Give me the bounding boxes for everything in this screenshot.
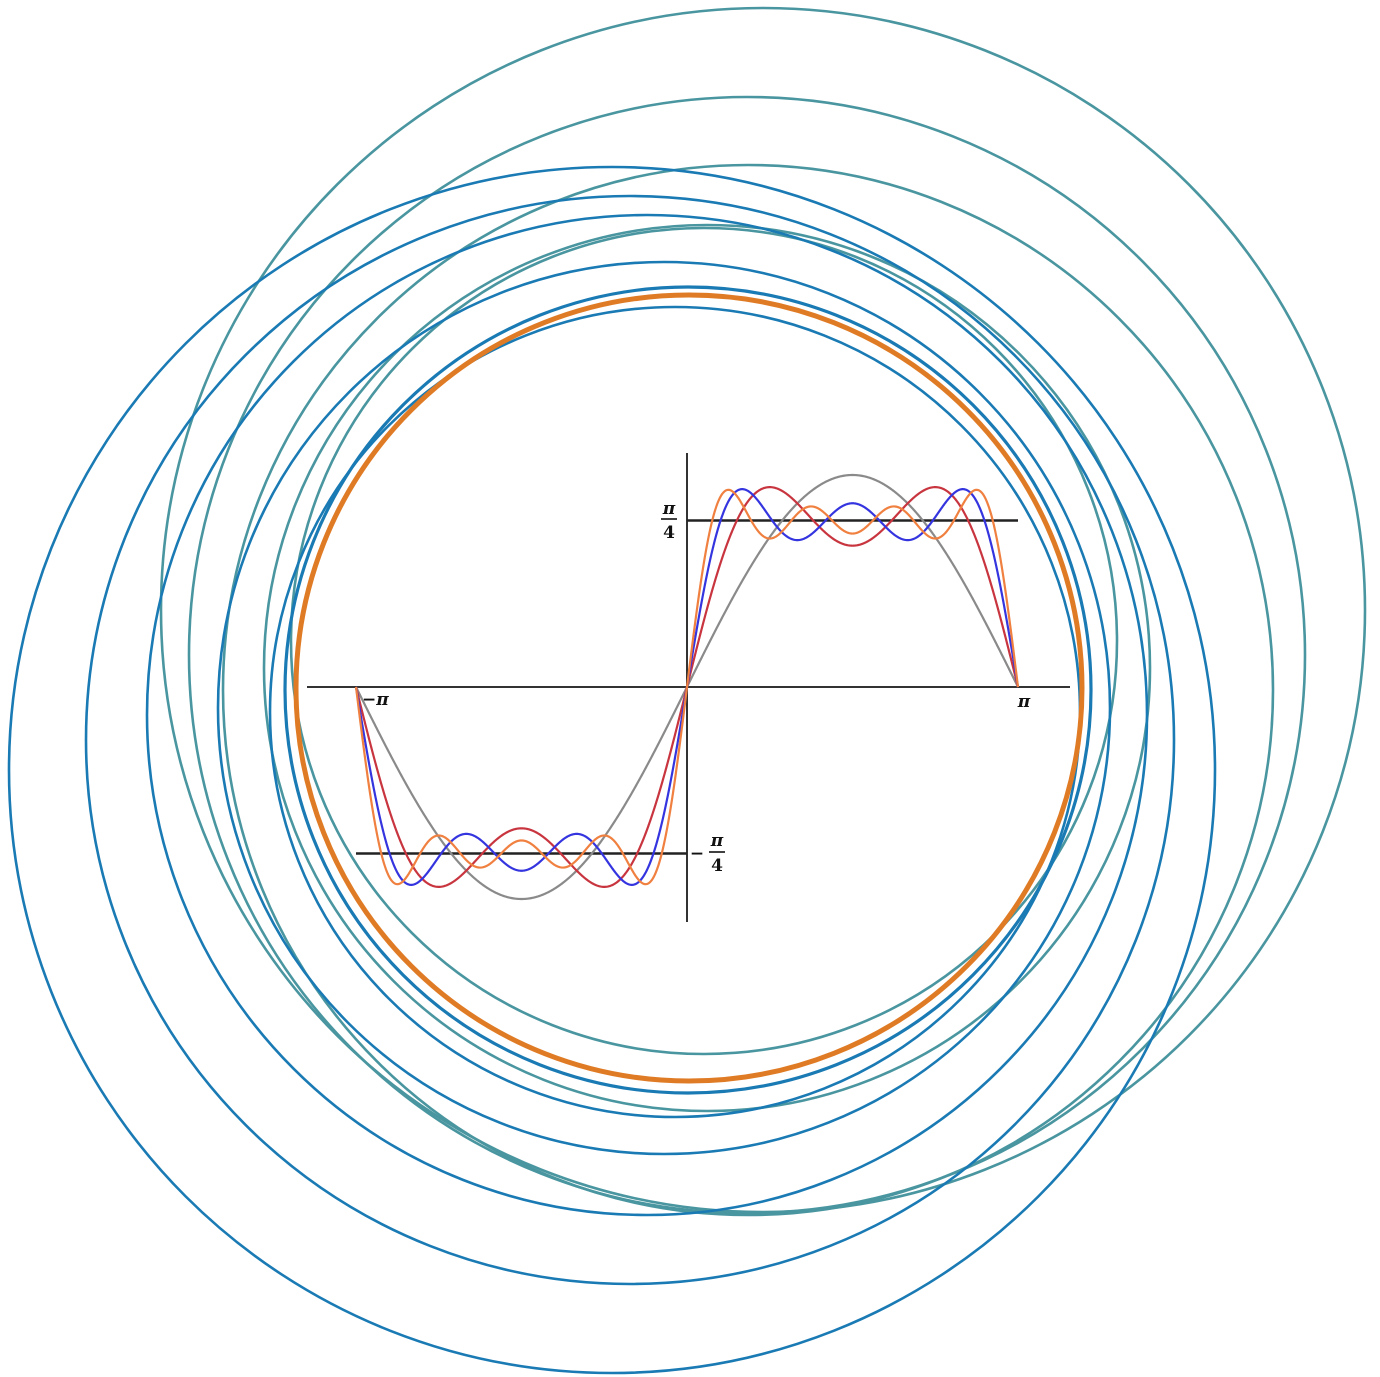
ring-blue-3: [145, 213, 1149, 1217]
y-tick-neg-quarter-pi: − π 4: [690, 831, 725, 876]
x-tick-pi: π: [1017, 692, 1031, 712]
y-tick-pos-denominator: 4: [663, 523, 675, 543]
x-tick-neg-pi: −π: [362, 690, 389, 710]
ring-blue-6: [283, 285, 1093, 1095]
ring-blue-2: [84, 194, 1176, 1286]
series-layer: [354, 473, 1020, 901]
plot-area: [307, 453, 1070, 922]
y-tick-pos-quarter-pi: π 4: [661, 499, 677, 543]
ring-teal-1: [159, 6, 1367, 1214]
y-tick-pos-numerator: π: [662, 499, 676, 519]
ring-teal-5: [262, 223, 1152, 1113]
y-tick-neg-denominator: 4: [711, 856, 723, 876]
y-tick-neg-numerator: π: [710, 831, 724, 851]
ring-teal-2: [187, 95, 1307, 1215]
tick-labels: −π π π 4 − π 4: [362, 499, 1031, 876]
ring-blue-1: [7, 165, 1217, 1375]
ring-teal-3: [221, 163, 1275, 1217]
decorative-rings: [7, 6, 1367, 1375]
ring-teal-4: [289, 226, 1119, 1056]
ring-orange: [293, 292, 1085, 1084]
y-tick-neg-sign: −: [690, 844, 704, 864]
series-line-4: [354, 488, 1020, 886]
ring-blue-4: [216, 260, 1112, 1156]
